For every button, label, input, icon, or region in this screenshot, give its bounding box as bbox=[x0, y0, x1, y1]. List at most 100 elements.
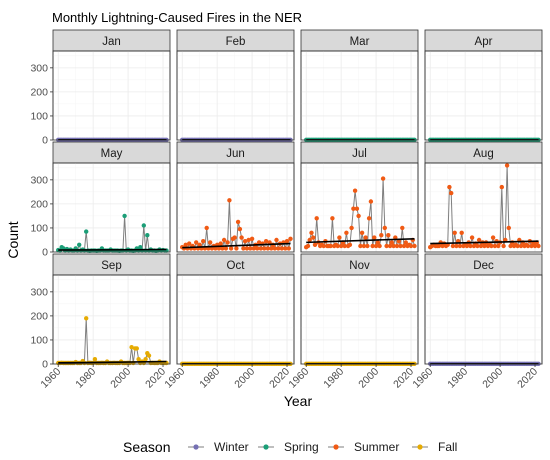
data-point bbox=[223, 246, 229, 251]
legend-key bbox=[417, 444, 423, 450]
data-point bbox=[389, 240, 394, 245]
data-point bbox=[242, 239, 248, 244]
data-point bbox=[449, 190, 454, 196]
panel-gridlines bbox=[177, 275, 294, 365]
x-tick-label: 1980 bbox=[321, 366, 346, 391]
trend-line bbox=[182, 242, 291, 249]
data-point bbox=[284, 239, 290, 244]
data-point bbox=[525, 243, 531, 249]
panel-plot-area bbox=[300, 274, 419, 365]
trend-line bbox=[58, 360, 167, 364]
y-tick-label: 0 bbox=[42, 135, 48, 147]
data-point bbox=[305, 243, 311, 249]
legend-label: Winter bbox=[214, 440, 249, 454]
y-tick-label: 300 bbox=[30, 286, 48, 298]
data-point bbox=[276, 246, 281, 251]
data-point bbox=[372, 235, 377, 240]
x-tick-label: 2020 bbox=[515, 366, 540, 391]
panel-strip-label: Jan bbox=[102, 36, 121, 48]
x-tick-label: 1980 bbox=[445, 366, 470, 391]
data-point bbox=[501, 243, 506, 249]
data-point bbox=[347, 242, 353, 247]
facet-panels: Jan 0 100 200 300 Feb Mar Apr May 0 100 200 300 Jun Ju… bbox=[30, 29, 543, 391]
data-point bbox=[197, 242, 202, 247]
data-point bbox=[288, 236, 293, 241]
data-point bbox=[373, 243, 379, 249]
data-point bbox=[225, 240, 230, 245]
data-point bbox=[464, 243, 470, 249]
panel-may: May 0 100 200 300 bbox=[30, 141, 171, 259]
data-point bbox=[492, 243, 498, 249]
data-point bbox=[311, 235, 316, 240]
panel-plot-area bbox=[176, 274, 295, 365]
data-point bbox=[218, 241, 223, 246]
legend: Season Winter Spring Summer Fall bbox=[123, 439, 457, 455]
data-point bbox=[412, 243, 417, 249]
data-point bbox=[339, 243, 344, 249]
data-point bbox=[375, 240, 380, 245]
data-point bbox=[518, 243, 524, 249]
data-point bbox=[227, 198, 232, 203]
data-point bbox=[379, 233, 384, 238]
data-point bbox=[136, 357, 141, 362]
data-point bbox=[351, 206, 356, 211]
y-tick-label: 200 bbox=[30, 86, 48, 98]
data-point bbox=[450, 243, 456, 249]
y-tick-label: 100 bbox=[30, 222, 48, 234]
panel-apr: Apr bbox=[424, 29, 543, 142]
data-point bbox=[469, 235, 475, 240]
panel-strip-label: Jun bbox=[226, 148, 245, 160]
panel-gridlines bbox=[301, 51, 418, 141]
chart-title: Monthly Lightning-Caused Fires in the NE… bbox=[52, 10, 302, 25]
legend-label: Fall bbox=[438, 440, 457, 454]
data-point bbox=[194, 240, 199, 245]
panel-aug: Aug bbox=[424, 141, 543, 253]
data-point bbox=[515, 243, 520, 249]
panel-jul: Jul bbox=[300, 141, 419, 253]
panel-jan: Jan 0 100 200 300 bbox=[30, 29, 171, 147]
data-point bbox=[391, 243, 396, 249]
data-point bbox=[394, 243, 400, 249]
data-point bbox=[239, 235, 244, 240]
data-point bbox=[342, 243, 347, 249]
legend-title: Season bbox=[123, 439, 170, 455]
data-point bbox=[122, 213, 127, 219]
data-point bbox=[489, 243, 494, 249]
legend-entry-spring: Spring bbox=[258, 440, 319, 454]
data-point bbox=[234, 246, 239, 251]
panel-gridlines bbox=[425, 51, 542, 141]
data-point bbox=[274, 237, 279, 243]
data-point bbox=[241, 246, 246, 251]
panel-strip-label: Dec bbox=[473, 260, 494, 272]
data-point bbox=[452, 230, 457, 235]
data-point bbox=[248, 246, 253, 251]
data-point bbox=[249, 236, 255, 241]
data-point bbox=[267, 240, 272, 245]
legend-entry-summer: Summer bbox=[328, 440, 399, 454]
panel-oct: Oct 1960 1980 2000 2020 bbox=[162, 253, 295, 391]
data-point bbox=[330, 216, 335, 221]
panel-plot-area bbox=[424, 162, 543, 253]
panel-strip-label: Jul bbox=[352, 148, 367, 160]
data-point bbox=[134, 346, 139, 351]
x-tick-label: 1960 bbox=[410, 366, 435, 391]
data-point bbox=[328, 243, 333, 249]
x-tick-label: 1960 bbox=[286, 366, 311, 391]
data-point bbox=[201, 239, 206, 244]
panel-plot-area bbox=[52, 274, 171, 365]
data-point bbox=[228, 246, 234, 251]
trend-line bbox=[306, 237, 415, 244]
panel-plot-area bbox=[424, 50, 543, 141]
series-points bbox=[428, 163, 541, 250]
data-point bbox=[476, 237, 482, 243]
data-point bbox=[352, 188, 358, 193]
y-tick-label: 300 bbox=[30, 62, 48, 74]
data-point bbox=[344, 230, 349, 235]
data-point bbox=[263, 239, 269, 244]
data-point bbox=[496, 243, 501, 249]
data-point bbox=[92, 357, 98, 362]
data-point bbox=[216, 246, 222, 251]
data-point bbox=[143, 357, 148, 362]
data-point bbox=[265, 246, 270, 251]
series-points bbox=[180, 361, 293, 366]
